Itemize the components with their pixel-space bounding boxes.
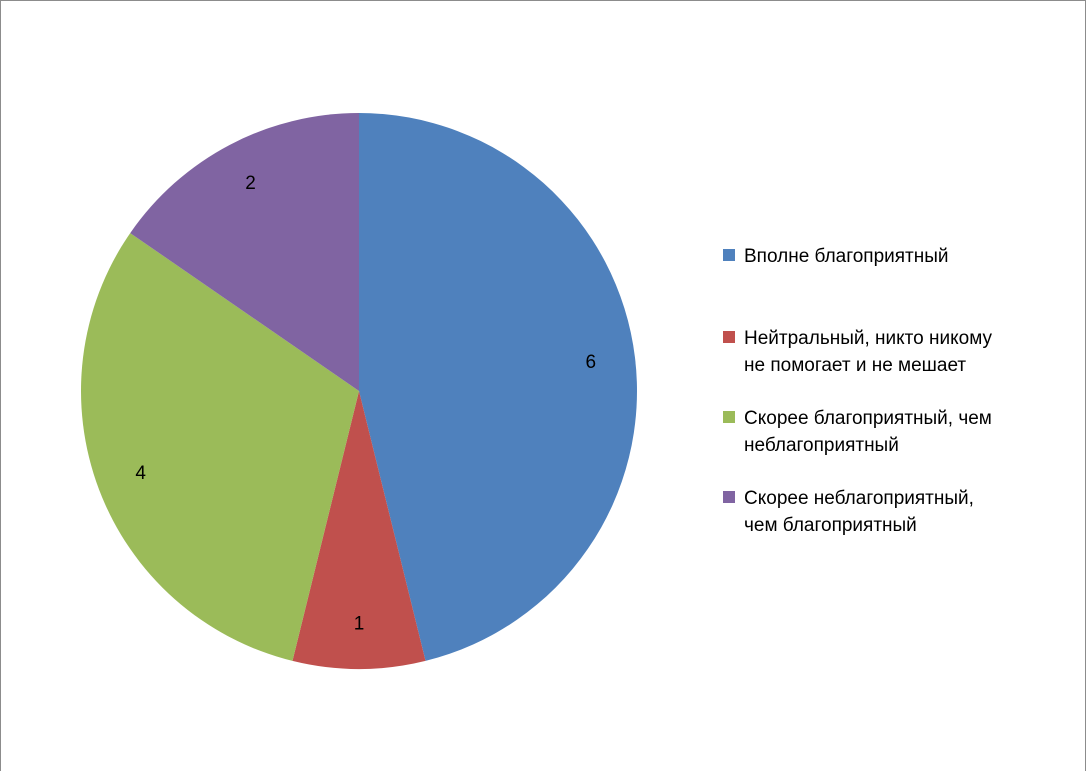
legend-swatch-3 xyxy=(723,491,735,503)
pie-slice-1 xyxy=(292,391,426,669)
legend-label-2: Скорее благоприятный, чем неблагоприятны… xyxy=(744,408,992,456)
pie-slice-2 xyxy=(80,233,359,661)
legend-swatch-2 xyxy=(723,411,735,423)
pie-data-label-0: 6 xyxy=(586,352,597,373)
pie-data-label-1: 1 xyxy=(354,614,365,635)
pie-data-label-2: 4 xyxy=(135,463,146,484)
legend-label-0: Вполне благоприятный xyxy=(744,246,949,267)
pie-data-label-3: 2 xyxy=(245,173,256,194)
legend-swatch-0 xyxy=(723,249,735,261)
pie-slice-0 xyxy=(359,113,638,661)
legend-label-1: Нейтральный, никто никому не помогает и … xyxy=(744,328,992,376)
legend-label-3: Скорее неблагоприятный, чем благоприятны… xyxy=(744,488,974,536)
pie-data-labels: 6 1 4 2 xyxy=(135,173,596,634)
pie-slice-3 xyxy=(130,113,359,391)
pie-slices xyxy=(80,113,638,669)
legend-swatch-1 xyxy=(723,331,735,343)
